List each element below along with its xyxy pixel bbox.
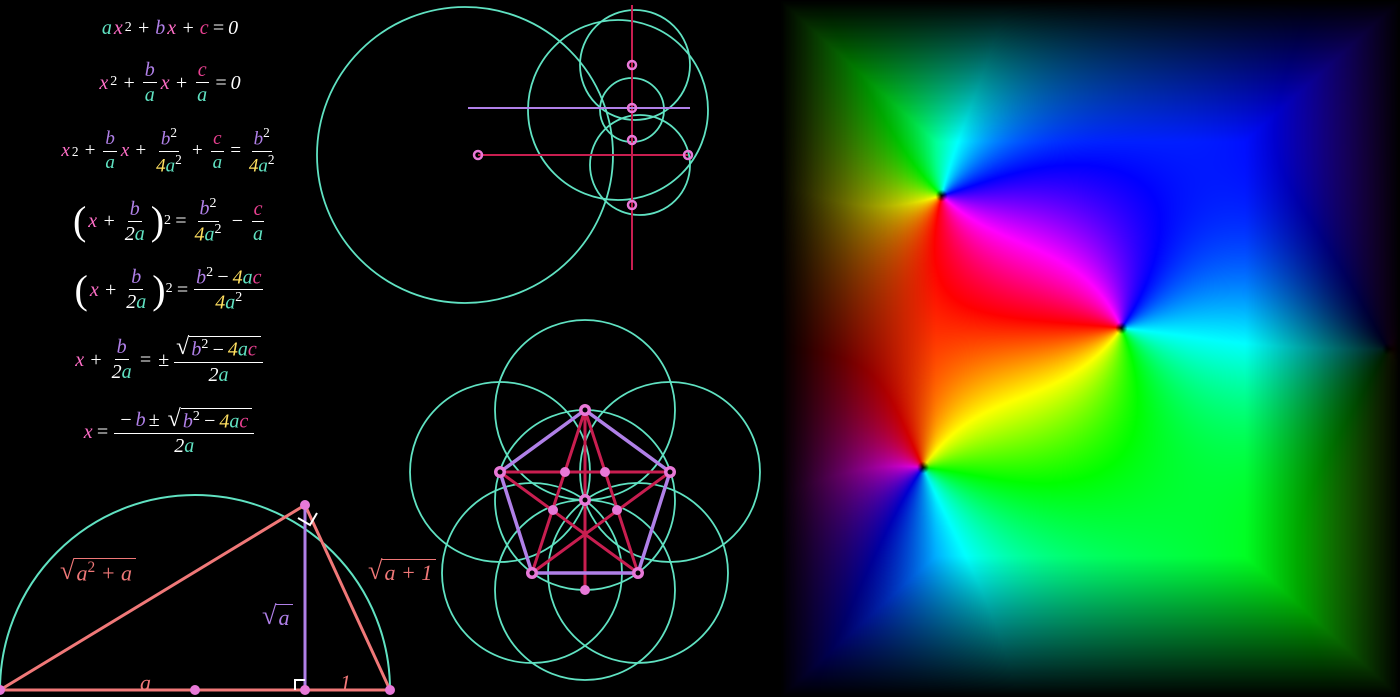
domain-coloring-plot [780, 0, 1400, 697]
label-sqrt-a2-plus-a: √a2 + a [60, 555, 136, 586]
label-sqrt-a-plus-1: √a + 1 [368, 555, 436, 586]
label-sqrt-a: √a [262, 600, 293, 631]
label-one: 1 [340, 670, 351, 696]
circle-construction-top [0, 0, 780, 310]
label-a: a [140, 670, 151, 696]
